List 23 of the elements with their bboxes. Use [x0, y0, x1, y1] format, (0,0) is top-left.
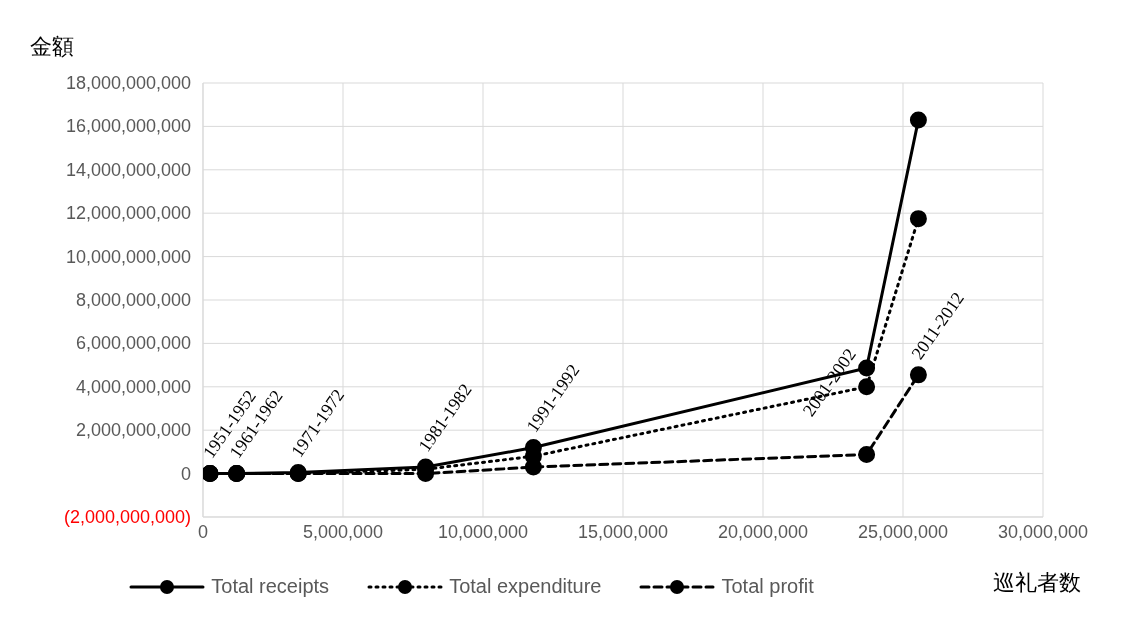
y-tick-label: 18,000,000,000: [65, 73, 191, 93]
x-tick-label: 20,000,000: [717, 521, 809, 542]
y-tick-label: 14,000,000,000: [65, 159, 191, 180]
x-tick-label: 30,000,000: [997, 521, 1089, 542]
y-tick-label: 10,000,000,000: [65, 246, 191, 267]
legend-label: Total receipts: [211, 575, 330, 598]
x-axis-title: 巡礼者数: [993, 569, 1081, 597]
y-axis-title: 金額: [30, 33, 74, 61]
y-tick-label: 6,000,000,000: [75, 333, 191, 354]
legend-label: Total profit: [721, 575, 814, 598]
y-tick-label: (2,000,000,000): [63, 507, 191, 527]
x-tick-label: 25,000,000: [857, 521, 949, 542]
x-tick-label: 5,000,000: [302, 521, 384, 542]
x-tick-label: 15,000,000: [577, 521, 669, 542]
legend-label: Total expenditure: [449, 575, 602, 598]
y-tick-label: 8,000,000,000: [75, 290, 191, 310]
y-tick-label: 16,000,000,000: [65, 116, 191, 137]
y-tick-label: 2,000,000,000: [75, 420, 191, 441]
y-tick-label: 12,000,000,000: [65, 203, 191, 224]
y-tick-label: 4,000,000,000: [75, 376, 191, 397]
y-tick-label: 0: [180, 463, 191, 484]
x-tick-label: 0: [197, 521, 209, 542]
x-tick-label: 10,000,000: [437, 521, 529, 542]
